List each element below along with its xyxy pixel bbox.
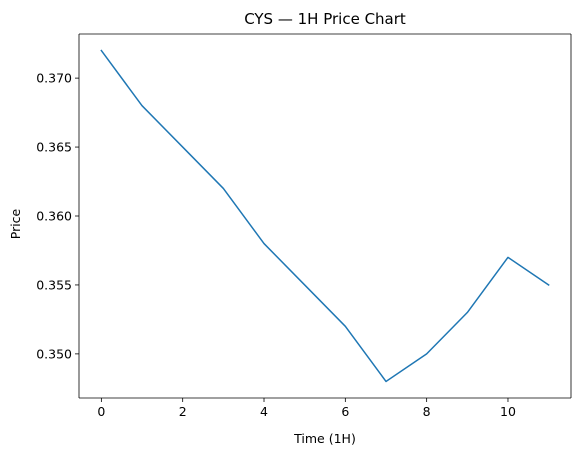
x-axis-label: Time (1H) [293,431,356,446]
chart-title: CYS — 1H Price Chart [244,10,406,28]
y-tick-label: 0.360 [36,209,72,224]
x-tick-label: 2 [179,404,187,419]
y-axis-label: Price [8,208,23,239]
y-tick-label: 0.370 [36,71,72,86]
y-tick-label: 0.350 [36,346,72,361]
y-tick-label: 0.365 [36,140,72,155]
x-tick-label: 4 [260,404,268,419]
x-tick-label: 10 [500,404,516,419]
x-tick-label: 8 [423,404,431,419]
plot-area: 0 2 4 6 8 10 0.350 0.355 0.360 0.365 0.370 [36,33,572,419]
x-tick-label: 6 [341,404,349,419]
series-line [100,49,550,383]
x-tick-label: 0 [97,404,105,419]
y-tick-label: 0.355 [36,277,72,292]
